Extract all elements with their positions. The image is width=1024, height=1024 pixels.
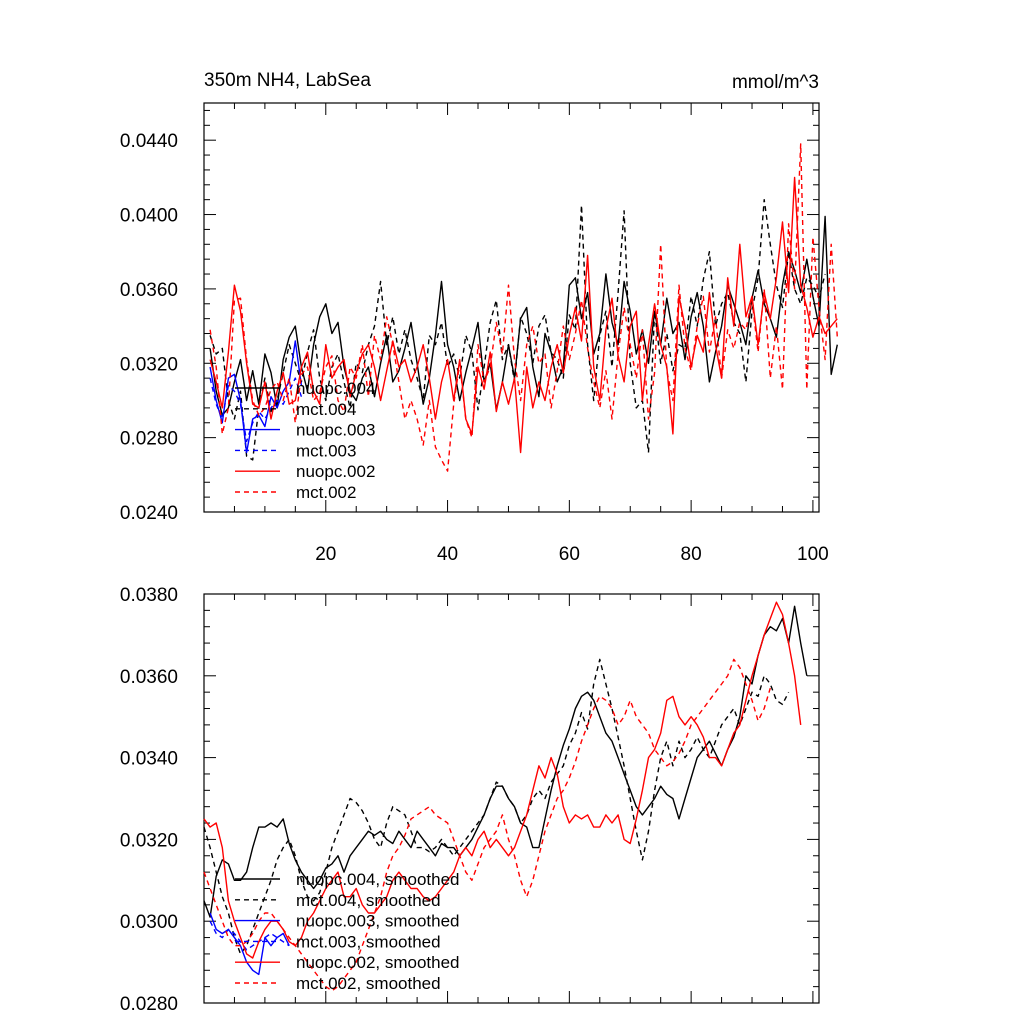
legend-label: nuopc.004, smoothed: [296, 870, 460, 889]
series-line-mct-002-smoothed: [203, 658, 771, 992]
y-tick-label: 0.0240: [120, 503, 178, 524]
y-tick-label: 0.0320: [120, 354, 178, 375]
plot-frame: [203, 102, 820, 513]
series-line-nuopc-002-smoothed: [203, 601, 802, 959]
legend-label: nuopc.002: [296, 462, 375, 481]
legend-label: mct.003, smoothed: [296, 932, 441, 951]
y-tick-label: 0.0400: [120, 206, 178, 227]
series-line-nuopc-003-smoothed: [209, 912, 290, 976]
y-tick-label: 0.0320: [120, 830, 178, 851]
legend-label: mct.002, smoothed: [296, 974, 441, 993]
y-tick-label: 0.0340: [120, 749, 178, 770]
legend-label: nuopc.003: [296, 421, 375, 440]
y-tick-label: 0.0360: [120, 667, 178, 688]
legend-label: nuopc.003, smoothed: [296, 912, 460, 931]
x-tick-label: 20: [315, 544, 336, 565]
y-tick-label: 0.0440: [120, 131, 178, 152]
legend-label: nuopc.002, smoothed: [296, 953, 460, 972]
legend-label: mct.004, smoothed: [296, 891, 441, 910]
x-tick-label: 60: [559, 544, 580, 565]
y-tick-label: 0.0380: [120, 585, 178, 606]
x-tick-label: 100: [797, 544, 829, 565]
y-tick-label: 0.0280: [120, 429, 178, 450]
legend-label: mct.002: [296, 483, 356, 502]
series-line-mct-003: [209, 377, 303, 443]
series-line-mct-004: [209, 198, 826, 461]
x-tick-label: 80: [681, 544, 702, 565]
plot-frame: [203, 593, 820, 1004]
y-tick-label: 0.0360: [120, 280, 178, 301]
top-panel: 350m NH4, LabSea mmol/m^3 0.0240 0.0280 0.03…: [120, 70, 838, 565]
legend-label: nuopc.004: [296, 379, 375, 398]
units-label: mmol/m^3: [732, 72, 819, 93]
bottom-panel: 0.0280 0.0300 0.0320 0.0340 0.0360 0.0380 nuop…: [120, 585, 820, 1015]
x-tick-label: 40: [437, 544, 458, 565]
y-tick-label: 0.0280: [120, 994, 178, 1015]
chart-title: 350m NH4, LabSea: [204, 70, 371, 91]
y-tick-label: 0.0300: [120, 912, 178, 933]
series-line-nuopc-002: [209, 176, 838, 454]
series-line-mct-003-smoothed: [209, 920, 290, 951]
legend-label: mct.004: [296, 400, 356, 419]
series-line-nuopc-004-smoothed: [203, 605, 808, 918]
legend-label: mct.003: [296, 441, 356, 460]
legend: nuopc.004, smoothed mct.004, smoothed nuop…: [235, 870, 460, 993]
series-line-mct-002: [209, 143, 838, 472]
series-line-mct-004-smoothed: [203, 658, 790, 955]
